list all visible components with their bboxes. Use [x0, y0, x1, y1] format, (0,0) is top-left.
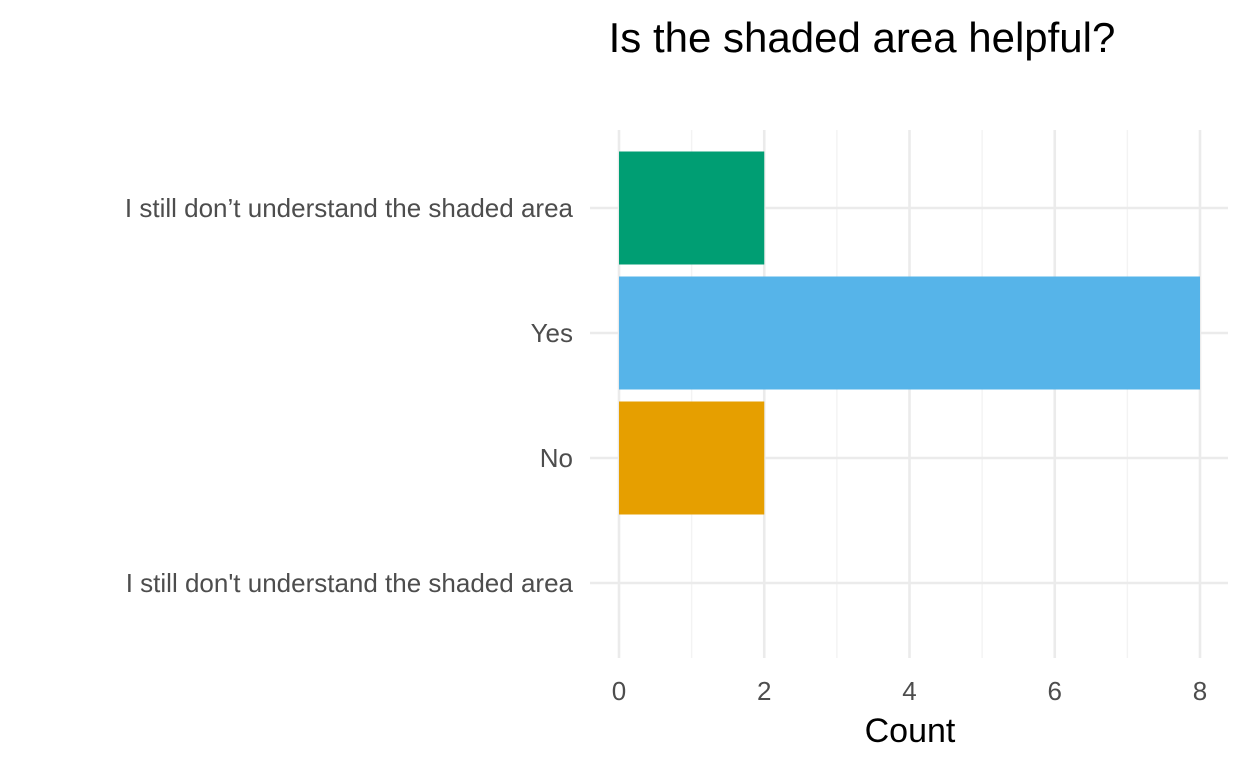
bars: [619, 151, 1200, 515]
category-label: No: [540, 443, 573, 473]
category-labels: I still don’t understand the shaded area…: [125, 193, 574, 598]
x-tick-label: 4: [902, 676, 916, 706]
chart-title: Is the shaded area helpful?: [609, 14, 1116, 61]
x-tick-label: 0: [612, 676, 626, 706]
category-label: I still don't understand the shaded area: [126, 568, 574, 598]
bar: [619, 151, 765, 265]
x-tick-label: 8: [1193, 676, 1207, 706]
bar: [619, 276, 1200, 390]
x-tick-label: 6: [1048, 676, 1062, 706]
x-tick-labels: 0 2 4 6 8: [612, 676, 1207, 706]
x-axis-title: Count: [865, 712, 956, 750]
category-label: I still don’t understand the shaded area: [125, 193, 574, 223]
x-tick-label: 2: [757, 676, 771, 706]
bar: [619, 401, 765, 515]
category-label: Yes: [531, 318, 573, 348]
